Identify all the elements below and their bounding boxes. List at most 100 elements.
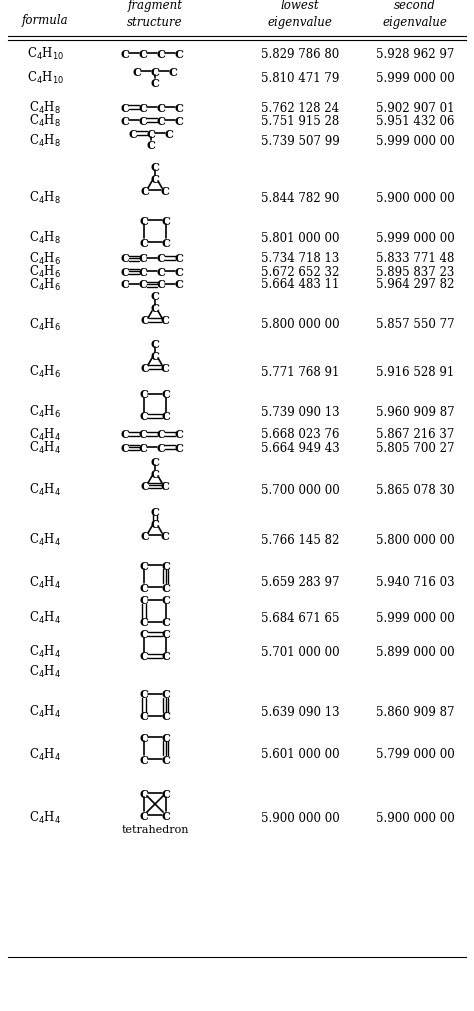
Text: C: C <box>151 468 159 479</box>
Text: C: C <box>120 115 129 126</box>
Text: C: C <box>139 389 148 400</box>
Text: 5.857 550 77: 5.857 550 77 <box>376 318 454 332</box>
Text: C: C <box>161 185 169 196</box>
Text: C: C <box>139 411 148 422</box>
Text: 5.601 000 00: 5.601 000 00 <box>261 748 339 760</box>
Text: C$_4$H$_4$: C$_4$H$_4$ <box>29 704 61 720</box>
Text: C: C <box>161 480 169 491</box>
Text: C$_4$H$_4$: C$_4$H$_4$ <box>29 746 61 762</box>
Text: C$_4$H$_8$: C$_4$H$_8$ <box>29 113 61 129</box>
Text: 5.900 000 00: 5.900 000 00 <box>261 811 339 824</box>
Text: C: C <box>139 582 148 592</box>
Text: 5.766 145 82: 5.766 145 82 <box>261 533 339 546</box>
Text: 5.999 000 00: 5.999 000 00 <box>375 232 455 245</box>
Text: C: C <box>120 279 129 290</box>
Text: C$_4$H$_{10}$: C$_4$H$_{10}$ <box>27 45 64 62</box>
Text: C: C <box>156 266 165 277</box>
Text: C: C <box>174 266 183 277</box>
Text: C: C <box>128 128 137 140</box>
Text: C$_4$H$_6$: C$_4$H$_6$ <box>29 316 61 333</box>
Text: 5.771 768 91: 5.771 768 91 <box>261 365 339 378</box>
Text: 5.659 283 97: 5.659 283 97 <box>261 576 339 589</box>
Text: C: C <box>156 442 165 453</box>
Text: C$_4$H$_8$: C$_4$H$_8$ <box>29 229 61 246</box>
Text: C: C <box>120 266 129 277</box>
Text: 5.900 000 00: 5.900 000 00 <box>375 811 455 824</box>
Text: C: C <box>162 238 171 249</box>
Text: C: C <box>138 253 147 264</box>
Text: C: C <box>174 253 183 264</box>
Text: C: C <box>162 732 171 743</box>
Text: 5.860 909 87: 5.860 909 87 <box>376 705 454 718</box>
Text: C: C <box>139 651 148 662</box>
Text: tetrahedron: tetrahedron <box>121 824 189 834</box>
Text: 5.833 771 48: 5.833 771 48 <box>376 253 454 265</box>
Text: C: C <box>162 788 171 799</box>
Text: 5.762 128 24: 5.762 128 24 <box>261 101 339 114</box>
Text: C: C <box>151 291 159 302</box>
Text: 5.799 000 00: 5.799 000 00 <box>375 748 455 760</box>
Text: 5.739 507 99: 5.739 507 99 <box>261 134 339 148</box>
Text: C: C <box>174 49 183 60</box>
Text: C: C <box>156 279 165 290</box>
Text: 5.999 000 00: 5.999 000 00 <box>375 611 455 624</box>
Text: C: C <box>139 688 148 700</box>
Text: C$_4$H$_4$: C$_4$H$_4$ <box>29 610 61 626</box>
Text: C$_4$H$_{10}$: C$_4$H$_{10}$ <box>27 70 64 86</box>
Text: C: C <box>151 303 159 314</box>
Text: lowest
eigenvalue: lowest eigenvalue <box>267 0 332 29</box>
Text: 5.829 786 80: 5.829 786 80 <box>261 48 339 61</box>
Text: C: C <box>156 102 165 113</box>
Text: C: C <box>138 279 147 290</box>
Text: 5.902 907 01: 5.902 907 01 <box>376 101 454 114</box>
Text: C: C <box>151 162 159 172</box>
Text: 5.810 471 79: 5.810 471 79 <box>261 72 339 84</box>
Text: C: C <box>162 617 171 628</box>
Text: C: C <box>162 810 171 821</box>
Text: C: C <box>156 253 165 264</box>
Text: C$_4$H$_4$: C$_4$H$_4$ <box>29 427 61 443</box>
Text: 5.999 000 00: 5.999 000 00 <box>375 134 455 148</box>
Text: 5.664 483 11: 5.664 483 11 <box>261 278 339 291</box>
Text: 5.700 000 00: 5.700 000 00 <box>261 483 339 496</box>
Text: C: C <box>151 173 159 184</box>
Text: 5.951 432 06: 5.951 432 06 <box>376 114 454 127</box>
Text: C: C <box>156 429 165 440</box>
Text: C: C <box>141 362 149 373</box>
Text: C: C <box>138 429 147 440</box>
Text: C$_4$H$_6$: C$_4$H$_6$ <box>29 364 61 380</box>
Text: C$_4$H$_6$: C$_4$H$_6$ <box>29 264 61 280</box>
Text: C: C <box>139 629 148 640</box>
Text: C: C <box>162 711 171 722</box>
Text: C: C <box>161 315 169 327</box>
Text: C: C <box>162 389 171 400</box>
Text: C$_4$H$_8$: C$_4$H$_8$ <box>29 100 61 116</box>
Text: 5.800 000 00: 5.800 000 00 <box>261 318 339 332</box>
Text: C: C <box>139 215 148 226</box>
Text: C: C <box>139 732 148 743</box>
Text: C: C <box>141 530 149 541</box>
Text: C: C <box>174 279 183 290</box>
Text: C$_4$H$_6$: C$_4$H$_6$ <box>29 277 61 293</box>
Text: 5.895 837 23: 5.895 837 23 <box>376 265 454 278</box>
Text: C: C <box>161 362 169 373</box>
Text: C: C <box>139 754 148 764</box>
Text: C: C <box>139 810 148 821</box>
Text: C$_4$H$_4$: C$_4$H$_4$ <box>29 532 61 548</box>
Text: C: C <box>151 338 159 349</box>
Text: C$_4$H$_4$: C$_4$H$_4$ <box>29 440 61 456</box>
Text: C: C <box>138 266 147 277</box>
Text: C: C <box>162 560 171 571</box>
Text: C$_4$H$_4$: C$_4$H$_4$ <box>29 809 61 825</box>
Text: 5.867 216 37: 5.867 216 37 <box>376 428 454 441</box>
Text: C: C <box>151 67 159 78</box>
Text: C: C <box>156 115 165 126</box>
Text: C: C <box>138 102 147 113</box>
Text: C$_4$H$_4$: C$_4$H$_4$ <box>29 663 61 679</box>
Text: 5.751 915 28: 5.751 915 28 <box>261 114 339 127</box>
Text: C: C <box>141 480 149 491</box>
Text: C: C <box>139 560 148 571</box>
Text: C: C <box>139 788 148 799</box>
Text: formula: formula <box>22 13 68 26</box>
Text: C: C <box>141 185 149 196</box>
